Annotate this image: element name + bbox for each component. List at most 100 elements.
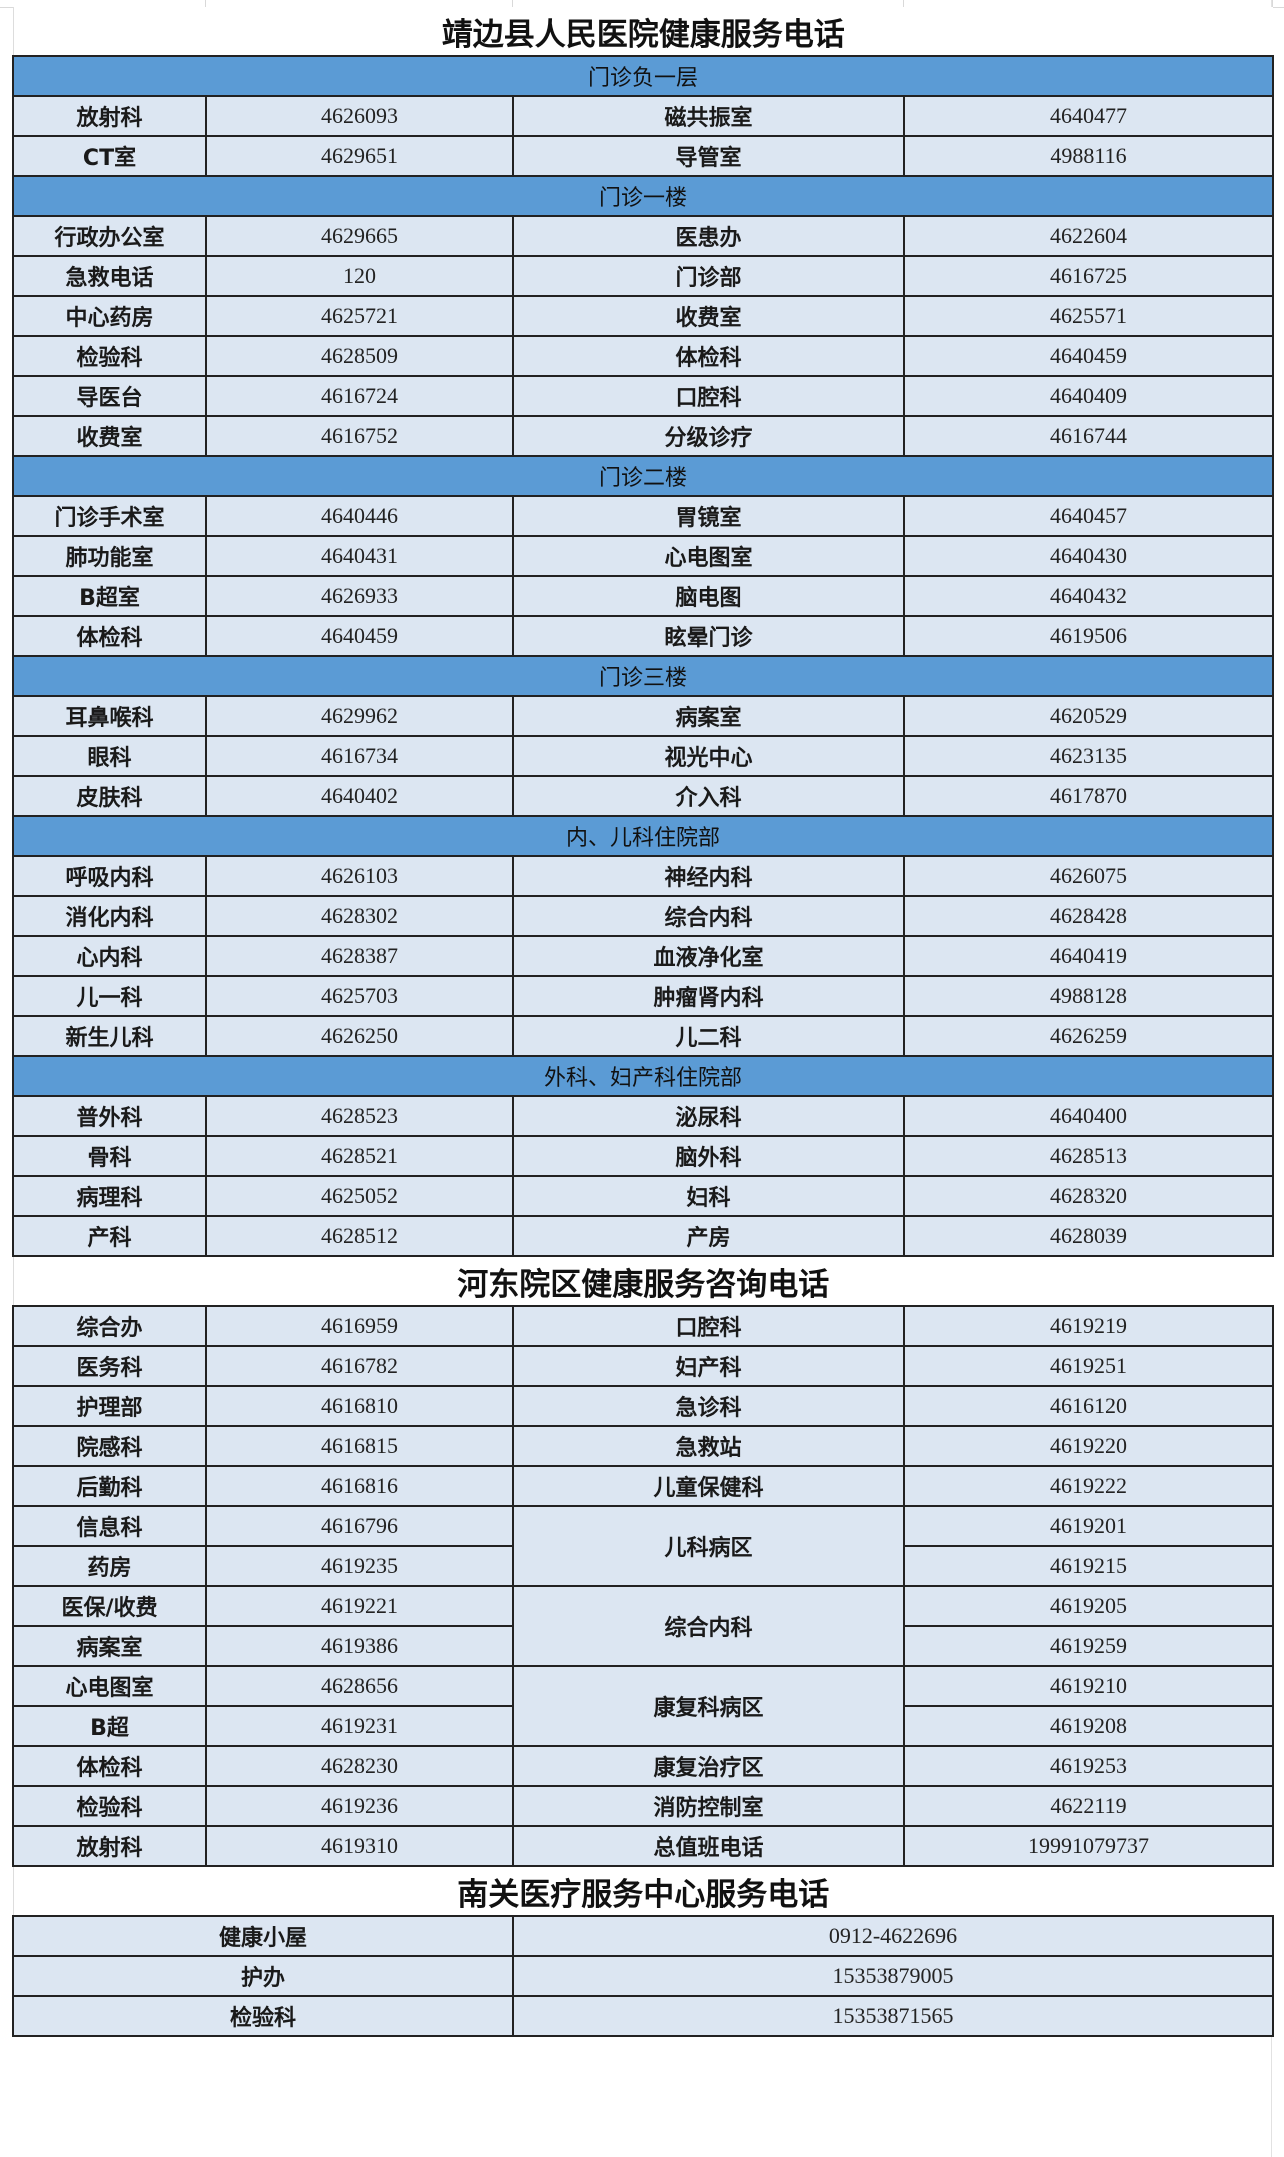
phone-number: 4617870 <box>903 775 1274 817</box>
phone-number: 4628656 <box>205 1665 514 1707</box>
department-name: 病案室 <box>12 1625 207 1667</box>
phone-number: 4640431 <box>205 535 514 577</box>
department-name: 行政办公室 <box>12 215 207 257</box>
table-row: 护办 15353879005 <box>12 1955 1274 1997</box>
phone-number: 4619310 <box>205 1825 514 1867</box>
table-row: 后勤科 4616816 儿童保健科 4619222 <box>12 1465 1274 1507</box>
department-name: 放射科 <box>12 1825 207 1867</box>
phone-number: 4619205 <box>903 1585 1274 1627</box>
phone-number: 4619222 <box>903 1465 1274 1507</box>
department-name: 门诊部 <box>512 255 905 297</box>
department-name: 病理科 <box>12 1175 207 1217</box>
department-name: 心内科 <box>12 935 207 977</box>
phone-number: 4629962 <box>205 695 514 737</box>
table-row: 检验科 4619236 消防控制室 4622119 <box>12 1785 1274 1827</box>
phone-number: 4625703 <box>205 975 514 1017</box>
department-name: 肺功能室 <box>12 535 207 577</box>
phone-number: 4616725 <box>903 255 1274 297</box>
table-row: 院感科 4616815 急救站 4619220 <box>12 1425 1274 1467</box>
table-row: 医保/收费 4619221 综合内科 4619205 <box>12 1585 1274 1667</box>
phone-number: 4619386 <box>205 1625 514 1667</box>
table-row: CT室 4629651 导管室 4988116 <box>12 135 1274 177</box>
phone-number: 4619215 <box>903 1545 1274 1587</box>
table-row: 病案室 4619386 4619259 <box>12 1625 1274 1667</box>
table-row: 信息科 4616796 儿科病区 4619201 <box>12 1505 1274 1587</box>
phone-number: 4616752 <box>205 415 514 457</box>
table-row: 病理科 4625052 妇科 4628320 <box>12 1175 1274 1217</box>
phone-number: 4626103 <box>205 855 514 897</box>
phone-number: 4628509 <box>205 335 514 377</box>
phone-number: 4988128 <box>903 975 1274 1017</box>
table-row: 心内科 4628387 血液净化室 4640419 <box>12 935 1274 977</box>
phone-number: 4640457 <box>903 495 1274 537</box>
department-name: 综合办 <box>12 1305 207 1347</box>
table-row: 收费室 4616752 分级诊疗 4616744 <box>12 415 1274 457</box>
phone-number: 4619251 <box>903 1345 1274 1387</box>
phone-number: 4629665 <box>205 215 514 257</box>
phone-number: 4628302 <box>205 895 514 937</box>
section-header-row: 内、儿科住院部 <box>12 815 1274 857</box>
phone-number: 4619253 <box>903 1745 1274 1787</box>
department-name: 口腔科 <box>512 1305 905 1347</box>
phone-number: 4616744 <box>903 415 1274 457</box>
phone-number: 4640430 <box>903 535 1274 577</box>
department-name: 新生儿科 <box>12 1015 207 1057</box>
phone-number: 4625721 <box>205 295 514 337</box>
section-header: 门诊二楼 <box>12 455 1274 497</box>
phone-number: 4626250 <box>205 1015 514 1057</box>
department-name: B超室 <box>12 575 207 617</box>
table-row: 肺功能室 4640431 心电图室 4640430 <box>12 535 1274 577</box>
department-name: 门诊手术室 <box>12 495 207 537</box>
phone-number: 4628230 <box>205 1745 514 1787</box>
table-row: 综合办 4616959 口腔科 4619219 <box>12 1305 1274 1347</box>
phone-number: 4616959 <box>205 1305 514 1347</box>
department-name: 脑外科 <box>512 1135 905 1177</box>
table-row: 耳鼻喉科 4629962 病案室 4620529 <box>12 695 1274 737</box>
department-name: 护办 <box>12 1955 514 1997</box>
department-name: 后勤科 <box>12 1465 207 1507</box>
department-name: 消化内科 <box>12 895 207 937</box>
department-name: 产房 <box>512 1215 905 1257</box>
table-row: 健康小屋 0912-4622696 <box>12 1915 1274 1957</box>
department-name: 介入科 <box>512 775 905 817</box>
section-header-row: 外科、妇产科住院部 <box>12 1055 1274 1097</box>
title-row: 靖边县人民医院健康服务电话 <box>12 7 1273 56</box>
department-name: 眼科 <box>12 735 207 777</box>
phone-number: 4616810 <box>205 1385 514 1427</box>
phone-number: 4619221 <box>205 1585 514 1627</box>
department-name: 检验科 <box>12 1995 514 2037</box>
department-name: B超 <box>12 1705 207 1747</box>
section-header: 门诊三楼 <box>12 655 1274 697</box>
phone-number: 4640419 <box>903 935 1274 977</box>
department-name: 磁共振室 <box>512 95 905 137</box>
phone-number: 19991079737 <box>903 1825 1274 1867</box>
phone-number: 4640402 <box>205 775 514 817</box>
phone-number: 4619236 <box>205 1785 514 1827</box>
department-name: CT室 <box>12 135 207 177</box>
phone-number: 4619259 <box>903 1625 1274 1667</box>
phone-number: 4619231 <box>205 1705 514 1747</box>
department-name: 泌尿科 <box>512 1095 905 1137</box>
department-name: 导医台 <box>12 375 207 417</box>
table-row: 门诊手术室 4640446 胃镜室 4640457 <box>12 495 1274 537</box>
section-header-row: 门诊三楼 <box>12 655 1274 697</box>
department-name: 急救站 <box>512 1425 905 1467</box>
department-name: 视光中心 <box>512 735 905 777</box>
phone-number: 4628523 <box>205 1095 514 1137</box>
phone-number: 4619506 <box>903 615 1274 657</box>
table-row: 检验科 15353871565 <box>12 1995 1274 2037</box>
title-row: 河东院区健康服务咨询电话 <box>12 1256 1273 1306</box>
table-row: 新生儿科 4626250 儿二科 4626259 <box>12 1015 1274 1057</box>
department-name: 体检科 <box>12 615 207 657</box>
phone-number: 4620529 <box>903 695 1274 737</box>
department-name: 儿童保健科 <box>512 1465 905 1507</box>
table-row: 检验科 4628509 体检科 4640459 <box>12 335 1274 377</box>
phone-number: 4619201 <box>903 1505 1274 1547</box>
table-row: 呼吸内科 4626103 神经内科 4626075 <box>12 855 1274 897</box>
department-name: 胃镜室 <box>512 495 905 537</box>
department-name: 脑电图 <box>512 575 905 617</box>
department-name: 血液净化室 <box>512 935 905 977</box>
phone-number: 4616734 <box>205 735 514 777</box>
phone-number: 4626259 <box>903 1015 1274 1057</box>
phone-number: 4622119 <box>903 1785 1274 1827</box>
